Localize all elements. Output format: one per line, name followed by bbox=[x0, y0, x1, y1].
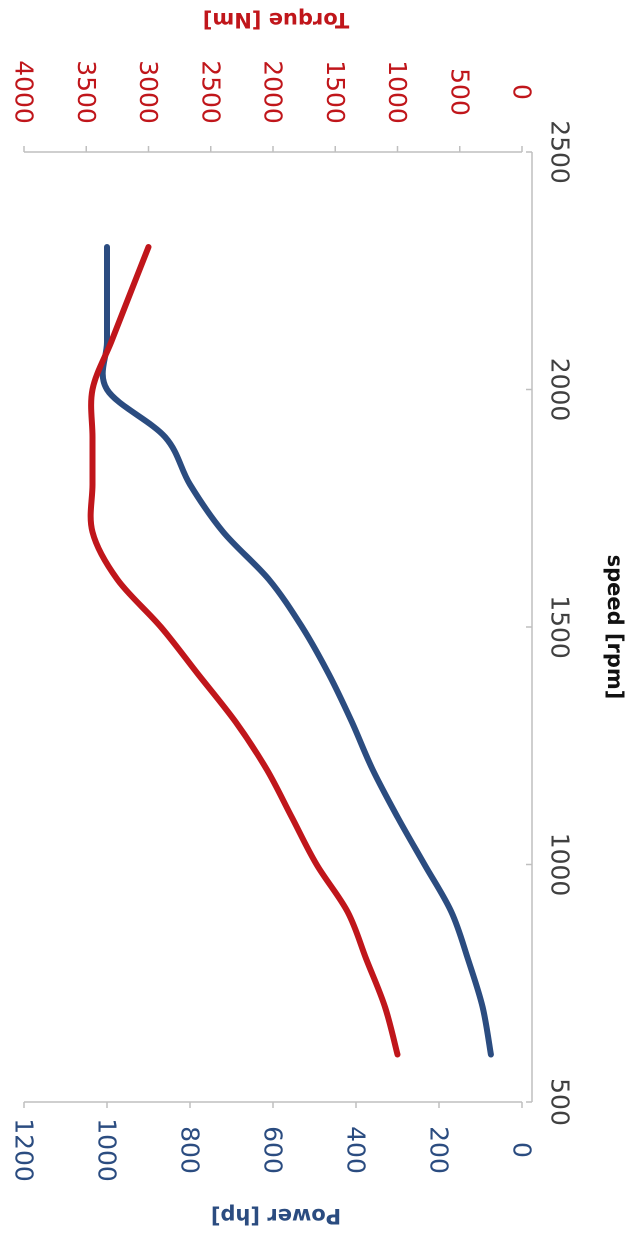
torque-tick-label: 1000 bbox=[383, 60, 412, 124]
torque-tick-label: 0 bbox=[508, 84, 537, 100]
power-tick-label: 400 bbox=[342, 1126, 371, 1174]
torque-tick-label: 1500 bbox=[321, 60, 350, 124]
power-tick-label: 600 bbox=[259, 1126, 288, 1174]
power-axis-label: Power [hp] bbox=[211, 1204, 341, 1228]
series-layer bbox=[87, 244, 494, 1058]
torque-tick-label: 500 bbox=[445, 68, 474, 116]
torque-tick-label: 2500 bbox=[196, 60, 225, 124]
power-tick-label: 1000 bbox=[93, 1118, 122, 1182]
axes: 500 1000 1500 2000 2500 0 200 400 600 800 1000 1200… bbox=[10, 60, 575, 1182]
axis-labels: speed [rpm] Power [hp] Torque [Nm] bbox=[203, 8, 627, 1228]
torque-series-line bbox=[87, 244, 401, 1058]
power-series-line bbox=[99, 244, 494, 1058]
torque-tick-label: 3000 bbox=[134, 60, 163, 124]
torque-tick-label: 3500 bbox=[72, 60, 101, 124]
speed-tick-label: 1500 bbox=[546, 595, 575, 659]
speed-tick-label: 500 bbox=[546, 1078, 575, 1126]
power-tick-label: 1200 bbox=[10, 1118, 39, 1182]
torque-tick-label: 4000 bbox=[10, 60, 39, 124]
power-tick-label: 200 bbox=[425, 1126, 454, 1174]
x-axis-label: speed [rpm] bbox=[603, 555, 627, 700]
power-tick-label: 800 bbox=[176, 1126, 205, 1174]
power-tick-label: 0 bbox=[508, 1142, 537, 1158]
speed-tick-label: 2000 bbox=[546, 358, 575, 422]
speed-tick-label: 2500 bbox=[546, 120, 575, 184]
torque-axis-label: Torque [Nm] bbox=[203, 8, 350, 32]
torque-tick-label: 2000 bbox=[259, 60, 288, 124]
speed-tick-label: 1000 bbox=[546, 833, 575, 897]
